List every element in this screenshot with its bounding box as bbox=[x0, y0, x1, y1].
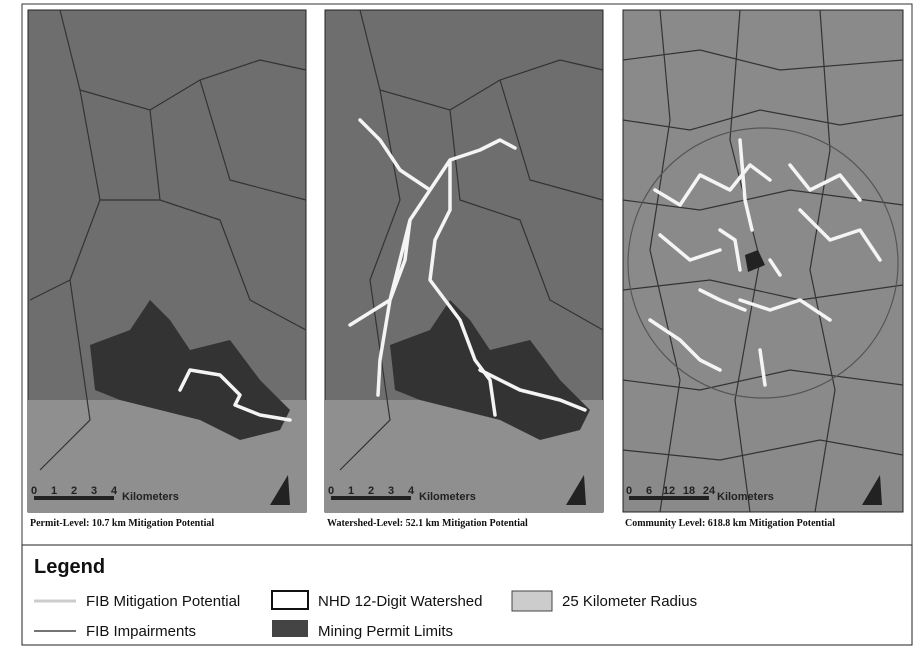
panel-caption: Community Level: 618.8 km Mitigation Pot… bbox=[625, 518, 835, 529]
scale-tick: 0 bbox=[31, 485, 37, 497]
scale-tick: 1 bbox=[51, 485, 57, 497]
scale-tick: 4 bbox=[408, 485, 415, 497]
scale-tick: 0 bbox=[328, 485, 334, 497]
legend-label: NHD 12-Digit Watershed bbox=[318, 593, 483, 610]
scale-tick: 2 bbox=[368, 485, 374, 497]
panel-caption: Watershed-Level: 52.1 km Mitigation Pote… bbox=[327, 518, 528, 529]
legend-swatch bbox=[272, 591, 308, 609]
panel-caption: Permit-Level: 10.7 km Mitigation Potenti… bbox=[30, 518, 214, 529]
scale-unit: Kilometers bbox=[717, 491, 774, 503]
scale-tick: 18 bbox=[683, 485, 695, 497]
map-panel bbox=[28, 10, 306, 512]
legend-swatch bbox=[272, 620, 308, 637]
map-panel bbox=[623, 10, 903, 512]
scale-tick: 4 bbox=[111, 485, 118, 497]
scale-tick: 6 bbox=[646, 485, 652, 497]
legend-label: Mining Permit Limits bbox=[318, 623, 453, 640]
legend-label: 25 Kilometer Radius bbox=[562, 593, 697, 610]
legend-label: FIB Mitigation Potential bbox=[86, 593, 240, 610]
scale-tick: 1 bbox=[348, 485, 354, 497]
legend-label: FIB Impairments bbox=[86, 623, 196, 640]
figure: 01234KilometersPermit-Level: 10.7 km Mit… bbox=[0, 0, 921, 646]
scale-tick: 2 bbox=[71, 485, 77, 497]
scale-tick: 0 bbox=[626, 485, 632, 497]
legend-swatch bbox=[512, 591, 552, 611]
scale-unit: Kilometers bbox=[122, 491, 179, 503]
map-panel bbox=[325, 10, 603, 512]
scale-tick: 3 bbox=[388, 485, 394, 497]
scale-tick: 12 bbox=[663, 485, 675, 497]
scale-tick: 24 bbox=[703, 485, 716, 497]
legend-title: Legend bbox=[34, 556, 105, 578]
scale-tick: 3 bbox=[91, 485, 97, 497]
scale-unit: Kilometers bbox=[419, 491, 476, 503]
